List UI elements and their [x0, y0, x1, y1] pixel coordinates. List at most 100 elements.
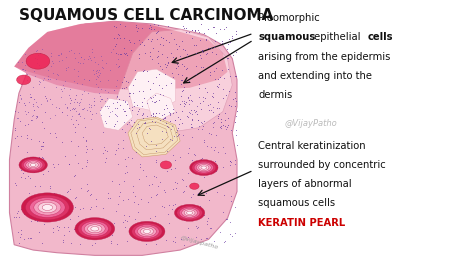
- Point: [193, 161, 201, 166]
- Point: [192, 72, 200, 76]
- Point: [71, 130, 79, 134]
- Point: [134, 109, 141, 114]
- Point: [68, 114, 75, 118]
- Point: [173, 130, 180, 134]
- Point: [136, 177, 143, 181]
- Point: [232, 29, 239, 33]
- Point: [176, 155, 183, 159]
- Point: [153, 160, 160, 164]
- Point: [175, 122, 183, 126]
- Point: [221, 123, 229, 128]
- Point: [40, 85, 47, 89]
- Point: [52, 113, 59, 118]
- Point: [39, 140, 47, 144]
- Point: [171, 117, 178, 122]
- Point: [77, 61, 84, 65]
- Circle shape: [26, 161, 41, 169]
- Point: [32, 48, 40, 53]
- Point: [207, 144, 215, 149]
- Point: [220, 193, 228, 198]
- Point: [26, 100, 33, 104]
- Circle shape: [143, 229, 151, 234]
- Point: [180, 88, 187, 93]
- Point: [152, 148, 160, 153]
- Point: [32, 116, 40, 120]
- Point: [219, 210, 227, 214]
- Point: [148, 57, 155, 61]
- Point: [61, 206, 68, 210]
- Point: [188, 112, 196, 116]
- Point: [185, 146, 192, 150]
- Point: [171, 240, 179, 245]
- Point: [113, 242, 121, 246]
- Circle shape: [30, 163, 36, 167]
- Point: [59, 110, 66, 114]
- Point: [52, 131, 59, 135]
- Point: [39, 156, 46, 161]
- Point: [160, 205, 168, 209]
- Point: [78, 106, 86, 111]
- Point: [32, 56, 39, 60]
- Point: [75, 101, 82, 105]
- Point: [48, 102, 55, 107]
- Point: [233, 32, 240, 36]
- Point: [77, 223, 84, 227]
- Point: [16, 119, 24, 124]
- Point: [14, 60, 21, 64]
- Point: [130, 40, 138, 45]
- Point: [161, 62, 169, 66]
- Point: [167, 81, 174, 85]
- Point: [161, 72, 169, 76]
- Point: [58, 58, 65, 62]
- Circle shape: [190, 160, 218, 176]
- Point: [24, 150, 31, 155]
- Point: [102, 121, 110, 125]
- Point: [87, 105, 95, 109]
- Point: [212, 52, 220, 56]
- Point: [120, 109, 128, 113]
- Point: [196, 38, 203, 42]
- Point: [231, 74, 239, 78]
- Point: [221, 110, 229, 115]
- Point: [120, 179, 128, 184]
- Circle shape: [199, 165, 209, 171]
- Point: [75, 111, 83, 116]
- Point: [92, 82, 100, 87]
- Point: [151, 114, 159, 119]
- Point: [91, 217, 98, 221]
- Point: [26, 235, 34, 240]
- Point: [217, 120, 224, 124]
- Point: [49, 193, 57, 197]
- Point: [206, 73, 214, 77]
- Point: [101, 104, 109, 109]
- Point: [156, 225, 164, 229]
- Point: [210, 91, 217, 95]
- Point: [90, 55, 98, 59]
- Point: [157, 35, 165, 39]
- Point: [23, 136, 31, 140]
- Point: [214, 190, 221, 195]
- Point: [109, 47, 117, 51]
- Point: [114, 202, 122, 206]
- Point: [203, 51, 210, 55]
- Point: [208, 46, 215, 51]
- Point: [70, 106, 77, 111]
- Point: [154, 184, 162, 188]
- Point: [172, 118, 179, 122]
- Point: [134, 202, 142, 206]
- Point: [210, 69, 218, 73]
- Point: [114, 95, 121, 99]
- Point: [67, 241, 75, 246]
- Point: [32, 100, 39, 104]
- Point: [70, 51, 78, 55]
- Point: [134, 122, 142, 126]
- Point: [167, 167, 174, 172]
- Point: [197, 157, 205, 161]
- Point: [171, 166, 179, 170]
- Point: [33, 60, 40, 65]
- Circle shape: [129, 221, 165, 242]
- Point: [180, 189, 188, 193]
- Point: [58, 110, 65, 114]
- Point: [146, 23, 154, 27]
- Point: [178, 99, 186, 103]
